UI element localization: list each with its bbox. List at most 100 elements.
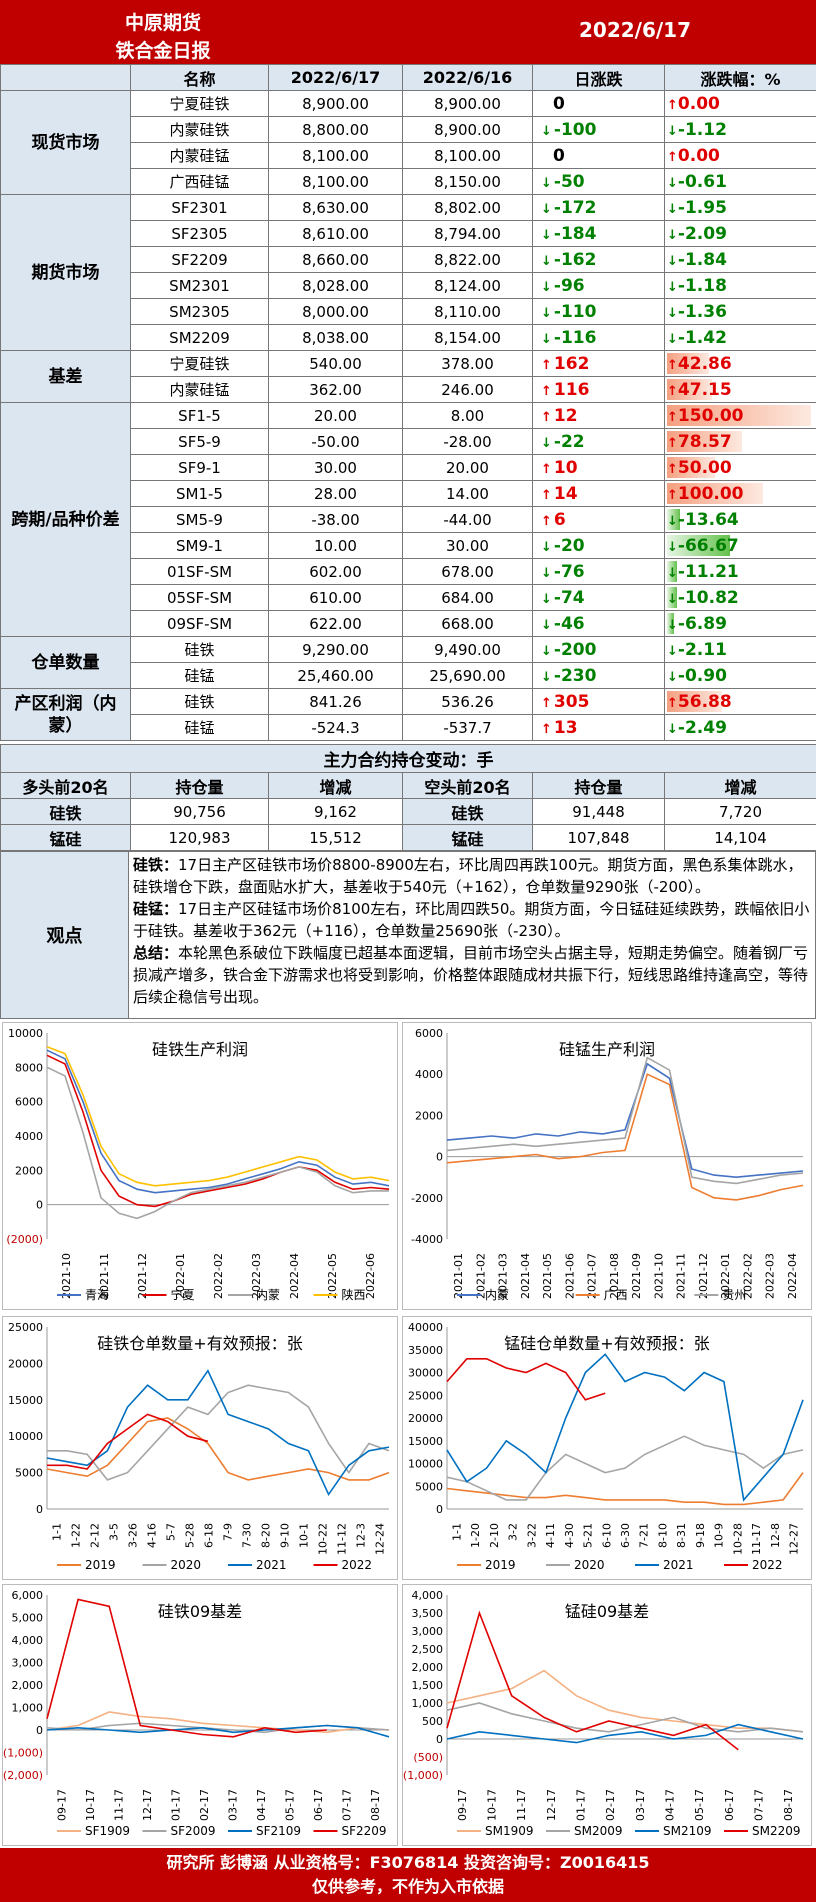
percent-bar (667, 431, 742, 452)
table-row: 内蒙硅铁 8,800.00 8,900.00 ↓ -100 ↓-1.12 (1, 116, 816, 143)
item-name: 硅铁 (130, 636, 269, 663)
prev-value: 30.00 (402, 532, 533, 559)
views-section: 观点 硅铁：17日主产区硅铁市场价8800-8900左右，环比周四再跌100元。… (0, 851, 816, 1019)
y-tick-label: (2000) (6, 1233, 43, 1246)
x-tick-label: 6-30 (619, 1523, 632, 1548)
x-tick-label: 2022-04 (288, 1253, 301, 1299)
x-tick-label: 2021-12 (136, 1253, 149, 1299)
table-row: 内蒙硅锰 8,100.00 8,100.00 0 ↑0.00 (1, 142, 816, 169)
percent-arrow-icon: ↓ (667, 279, 678, 295)
change-percent: ↑42.86 (664, 350, 816, 377)
item-name: SF5-9 (130, 428, 269, 455)
item-name: 01SF-SM (130, 558, 269, 585)
x-tick-label: 07-17 (753, 1789, 766, 1821)
y-tick-label: (2,000) (3, 1769, 43, 1782)
change-percent: ↓-1.95 (664, 194, 816, 221)
x-tick-label: 02-17 (198, 1789, 211, 1821)
change-arrow-icon: ↓ (541, 435, 552, 451)
position-header: 空头前20名 (402, 772, 533, 799)
today-value: 10.00 (268, 532, 403, 559)
percent-arrow-icon: ↓ (667, 591, 678, 607)
percent-arrow-icon: ↑ (667, 383, 678, 399)
table-row: SM9-1 10.00 30.00 ↓ -20 ↓-66.67 (1, 532, 816, 559)
percent-arrow-icon: ↑ (667, 97, 678, 113)
position-header: 增减 (663, 772, 816, 799)
x-tick-label: 11-12 (336, 1523, 349, 1555)
daily-change: ↑ 305 (532, 688, 665, 715)
today-value: 30.00 (268, 454, 403, 481)
x-tick-label: 2021-10 (60, 1253, 73, 1299)
percent-bar (667, 691, 722, 712)
x-tick-label: 2021-02 (474, 1253, 487, 1299)
change-arrow-icon: ↑ (541, 409, 552, 425)
table-row: 跨期/品种价差 SF1-5 20.00 8.00 ↑ 12 ↑150.00 (0, 402, 816, 637)
view-body: 本轮黑色系破位下跌幅度已超基本面逻辑，目前市场空头占据主导，短期走势偏空。随着钢… (133, 944, 809, 1006)
change-value: -74 (553, 587, 585, 608)
y-tick-label: 10000 (8, 1430, 43, 1443)
legend-label: 2021 (256, 1558, 287, 1572)
daily-change: ↓ -172 (532, 194, 665, 221)
change-arrow-icon: ↓ (541, 331, 552, 347)
x-tick-label: 7-9 (222, 1523, 235, 1541)
percent-arrow-icon: ↓ (667, 617, 678, 633)
change-percent: ↓-11.21 (664, 558, 816, 585)
daily-change: 0 (532, 90, 665, 117)
table-row: 硅锰 -524.3 -537.7 ↑ 13 ↓-2.49 (1, 714, 816, 741)
legend-label: 2019 (485, 1558, 516, 1572)
prev-value: -537.7 (402, 714, 533, 741)
percent-arrow-icon: ↓ (667, 539, 678, 555)
percent-value: 78.57 (677, 431, 732, 452)
item-name: 宁夏硅铁 (130, 90, 269, 117)
table-row: 基差 宁夏硅铁 540.00 378.00 ↑ 162 ↑42.86 (0, 350, 816, 403)
x-tick-label: 3-26 (127, 1523, 140, 1548)
series-line (46, 1724, 390, 1738)
x-tick-label: 04-17 (255, 1789, 268, 1821)
percent-value: -66.67 (677, 535, 739, 556)
x-tick-label: 01-17 (575, 1789, 588, 1821)
today-value: 610.00 (268, 584, 403, 611)
x-tick-label: 8-10 (656, 1523, 669, 1548)
series-line (46, 1369, 390, 1497)
today-value: 8,900.00 (268, 90, 403, 117)
change-arrow-icon: ↑ (541, 487, 552, 503)
legend-label: SF2009 (171, 1824, 216, 1838)
y-tick-label: 25000 (8, 1321, 43, 1334)
view-paragraph: 总结：本轮黑色系破位下跌幅度已超基本面逻辑，目前市场空头占据主导，短期走势偏空。… (133, 942, 813, 1008)
x-tick-label: 10-9 (713, 1523, 726, 1548)
table-row: SF2209 8,660.00 8,822.00 ↓ -162 ↓-1.84 (1, 246, 816, 273)
x-tick-label: 9-18 (694, 1523, 707, 1548)
change-value: -110 (553, 301, 597, 322)
today-value: 622.00 (268, 610, 403, 637)
x-tick-label: 2022-02 (741, 1253, 754, 1299)
x-tick-label: 03-17 (226, 1789, 239, 1821)
views-label: 观点 (1, 852, 129, 1018)
change-value: -46 (553, 613, 585, 634)
chart-sf-profit: 硅铁生产利润 10000 8000 6000 4000 2000 0 (2000) 2021-1… (2, 1022, 398, 1310)
change-arrow-icon: ↓ (541, 617, 552, 633)
percent-bar (667, 379, 712, 400)
change-arrow-icon: ↑ (541, 357, 552, 373)
today-value: -50.00 (268, 428, 403, 455)
x-tick-label: 04-17 (664, 1789, 677, 1821)
legend-label: 内蒙 (485, 1288, 509, 1302)
today-value: 8,800.00 (268, 116, 403, 143)
today-value: 540.00 (268, 350, 403, 377)
column-header: 涨跌幅：% (664, 64, 816, 91)
x-tick-label: 6-18 (203, 1523, 216, 1548)
x-tick-label: 1-20 (469, 1523, 482, 1548)
change-percent: ↑50.00 (664, 454, 816, 481)
x-tick-label: 02-17 (604, 1789, 617, 1821)
x-tick-label: 10-28 (731, 1523, 744, 1555)
x-tick-label: 4-16 (146, 1523, 159, 1548)
daily-change: ↓ -20 (532, 532, 665, 559)
item-name: SF2209 (130, 246, 269, 273)
report-date: 2022/6/17 (578, 18, 692, 42)
chart-title: 硅铁生产利润 (152, 1040, 248, 1059)
percent-value: -2.09 (677, 223, 727, 244)
change-percent: ↓-0.61 (664, 168, 816, 195)
y-tick-label: 0 (436, 1733, 443, 1746)
view-body: 17日主产区硅锰市场价8100左右，环比周四跌50。期货方面，今日锰硅延续跌势，… (133, 900, 810, 940)
percent-arrow-icon: ↓ (667, 175, 678, 191)
change-value: -184 (553, 223, 597, 244)
percent-bar (667, 483, 764, 504)
